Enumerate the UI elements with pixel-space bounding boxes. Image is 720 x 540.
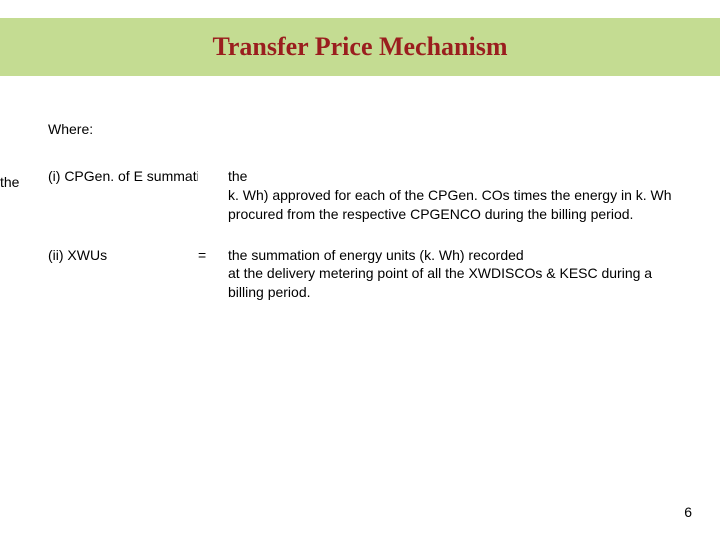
definition-rhs: the k. Wh) approved for each of the CPGe… [228, 167, 688, 224]
definition-rhs-rest: at the delivery metering point of all th… [228, 264, 688, 302]
body-area: Where: (i) CPGen. of E summation = the k… [48, 120, 688, 324]
definition-rhs: the summation of energy units (k. Wh) re… [228, 246, 688, 303]
definition-label: (i) CPGen. of E summation = [48, 167, 198, 186]
slide: Transfer Price Mechanism the Where: (i) … [0, 0, 720, 540]
definition-row-2: (ii) XWUs = the summation of energy unit… [48, 246, 688, 303]
page-number: 6 [684, 504, 692, 520]
where-label: Where: [48, 120, 688, 139]
left-margin-the: the [0, 174, 19, 190]
equals-sign: = [198, 246, 228, 265]
definition-rhs-rest: k. Wh) approved for each of the CPGen. C… [228, 186, 688, 224]
title-band: Transfer Price Mechanism [0, 18, 720, 76]
slide-title: Transfer Price Mechanism [212, 32, 507, 62]
definition-rhs-first: the summation of energy units (k. Wh) re… [228, 247, 524, 263]
definition-label: (ii) XWUs [48, 246, 198, 265]
definition-rhs-first: the [228, 168, 247, 184]
definition-row-1: (i) CPGen. of E summation = the k. Wh) a… [48, 167, 688, 224]
